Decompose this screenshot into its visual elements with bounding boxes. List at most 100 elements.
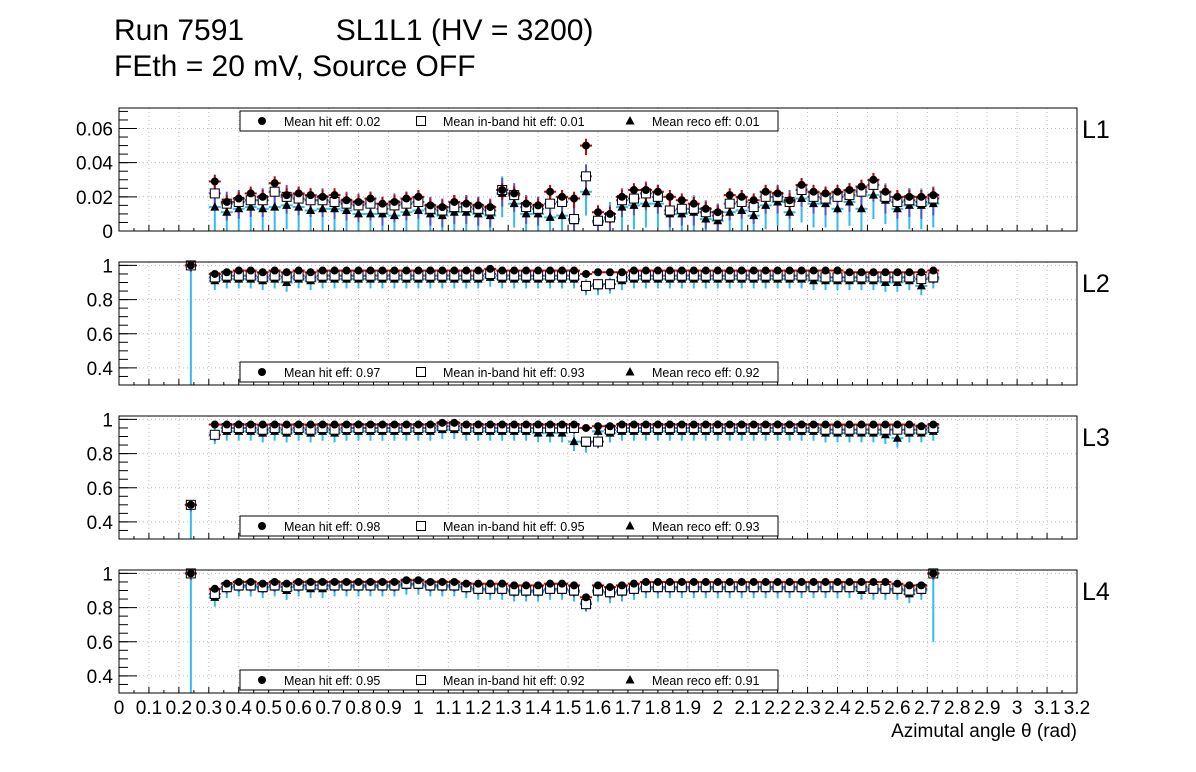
square-marker xyxy=(581,280,592,291)
circle-marker xyxy=(809,187,818,196)
triangle-marker xyxy=(354,208,363,218)
legend-box xyxy=(239,669,779,691)
x-tick-label: 0.4 xyxy=(226,698,253,719)
circle-marker xyxy=(905,420,914,429)
panel-label: L2 xyxy=(1082,270,1110,298)
y-tick-label: 0.6 xyxy=(87,479,113,500)
y-tick-label: 0.6 xyxy=(87,325,113,346)
circle-marker xyxy=(725,266,734,275)
y-tick-label: 0.4 xyxy=(87,359,114,380)
circle-marker xyxy=(881,268,890,277)
circle-marker xyxy=(689,577,698,586)
circle-marker xyxy=(845,577,854,586)
square-marker xyxy=(581,436,592,447)
x-tick-label: 2.7 xyxy=(914,698,940,719)
circle-marker xyxy=(402,420,411,429)
circle-marker xyxy=(773,577,782,586)
circle-marker xyxy=(857,182,866,191)
circle-marker xyxy=(821,189,830,198)
circle-marker xyxy=(653,420,662,429)
circle-marker xyxy=(522,266,531,275)
circle-marker xyxy=(246,266,255,275)
circle-marker xyxy=(594,581,602,590)
triangle-marker xyxy=(569,436,579,446)
triangle-marker xyxy=(833,203,842,213)
legend-entry-reco: Mean reco eff: 0.92 xyxy=(652,366,760,380)
circle-marker xyxy=(582,141,591,150)
circle-marker xyxy=(354,577,363,586)
triangle-marker xyxy=(797,193,807,203)
x-tick-label: 2.4 xyxy=(824,698,851,719)
circle-marker xyxy=(605,422,614,431)
x-tick-label: 1.3 xyxy=(495,698,521,719)
triangle-marker xyxy=(725,207,735,216)
circle-marker xyxy=(558,420,567,429)
circle-marker xyxy=(677,266,686,275)
data-points xyxy=(208,138,940,231)
circle-marker xyxy=(366,194,375,203)
triangle-marker xyxy=(701,214,711,223)
x-tick-label: 3.1 xyxy=(1034,698,1060,719)
circle-marker xyxy=(426,201,435,210)
circle-marker xyxy=(246,420,255,429)
circle-marker xyxy=(809,577,818,586)
triangle-marker xyxy=(294,202,304,211)
circle-marker xyxy=(186,500,195,509)
circle-marker xyxy=(330,191,339,200)
circle-marker xyxy=(725,420,734,429)
x-tick-label: 1.9 xyxy=(675,698,701,719)
circle-marker xyxy=(809,420,818,429)
circle-marker xyxy=(845,420,854,429)
circle-marker xyxy=(737,192,746,201)
circle-marker xyxy=(378,266,387,275)
circle-marker xyxy=(905,268,914,277)
circle-marker xyxy=(869,268,878,277)
run-label: Run 7591 xyxy=(114,14,245,47)
x-tick-label: 0.5 xyxy=(255,698,281,719)
circle-marker xyxy=(701,420,710,429)
circle-marker xyxy=(929,420,938,429)
circle-marker xyxy=(282,268,291,277)
legend-triangle-marker xyxy=(625,675,635,684)
circle-marker xyxy=(617,581,626,590)
triangle-marker xyxy=(234,203,244,213)
square-marker xyxy=(569,214,580,225)
circle-marker xyxy=(582,269,591,278)
circle-marker xyxy=(809,266,818,275)
x-tick-label: 1.1 xyxy=(435,698,461,719)
circle-marker xyxy=(761,420,770,429)
y-tick-label: 0.6 xyxy=(87,633,113,654)
triangle-marker xyxy=(617,202,627,211)
triangle-marker xyxy=(809,198,819,208)
triangle-marker xyxy=(737,205,747,214)
square-marker xyxy=(269,186,280,197)
circle-marker xyxy=(605,268,614,277)
circle-marker xyxy=(905,192,914,201)
circle-marker xyxy=(450,577,459,586)
triangle-marker xyxy=(653,198,663,208)
circle-marker xyxy=(270,179,279,188)
circle-marker xyxy=(534,266,543,275)
legend-entry-inband: Mean in-band hit eff: 0.92 xyxy=(443,674,585,688)
circle-marker xyxy=(462,199,471,208)
triangle-marker xyxy=(342,205,352,214)
triangle-marker xyxy=(389,210,399,220)
circle-marker xyxy=(414,266,423,275)
circle-marker xyxy=(366,577,375,586)
triangle-marker xyxy=(892,203,902,213)
circle-marker xyxy=(677,577,686,586)
circle-marker xyxy=(677,420,686,429)
triangle-marker xyxy=(330,203,340,213)
x-tick-label: 1.7 xyxy=(615,698,641,719)
circle-marker xyxy=(605,209,614,218)
circle-marker xyxy=(833,187,842,196)
square-marker xyxy=(664,205,675,216)
circle-marker xyxy=(665,420,674,429)
circle-marker xyxy=(869,175,878,184)
triangle-marker xyxy=(557,210,567,220)
circle-marker xyxy=(761,187,770,196)
x-tick-label: 1.5 xyxy=(555,698,581,719)
y-tick-label: 0.04 xyxy=(76,154,113,175)
circle-marker xyxy=(653,577,662,586)
